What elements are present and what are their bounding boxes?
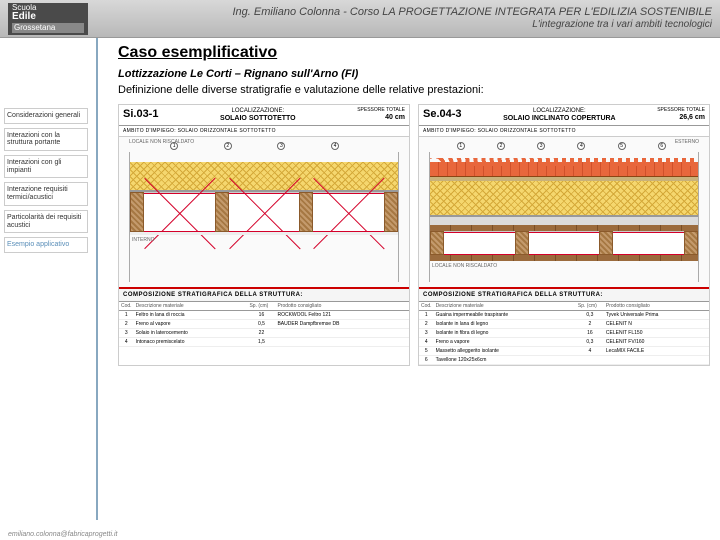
cross-section-right: ESTERNO 1 2 3 4 5 6	[419, 137, 709, 287]
cross-section-left: LOCALE NON RISCALDATO 1 2 3 4	[119, 137, 409, 287]
layer-marker: 3	[537, 142, 545, 150]
layer-wool	[130, 162, 398, 190]
layer-marker: 3	[277, 142, 285, 150]
table-row: 3Isolante in fibra di legno16CELENIT FL1…	[419, 329, 709, 338]
layer-marker: 4	[331, 142, 339, 150]
header-title: Ing. Emiliano Colonna - Corso LA PROGETT…	[232, 6, 712, 31]
layer-marker: 2	[497, 142, 505, 150]
diagram-location: LOCALIZZAZIONE: SOLAIO SOTTOTETTO	[158, 108, 357, 122]
diagram-thickness: SPESSORE TOTALE 26,6 cm	[657, 108, 705, 122]
header-bar: Scuola Edile Grossetana Ing. Emiliano Co…	[0, 0, 720, 38]
layer-marker: 4	[577, 142, 585, 150]
table-row: 1Guaina impermeabile traspirante0,3Tyvek…	[419, 311, 709, 320]
sidebar-item[interactable]: Interazioni con la struttura portante	[4, 128, 88, 151]
table-row: 4Intonaco premiscelato1,5	[119, 338, 409, 347]
sidebar-item[interactable]: Particolarità dei requisiti acustici	[4, 210, 88, 233]
diagram-ambit: AMBITO D'IMPIEGO: SOLAIO ORIZZONTALE SOT…	[419, 126, 709, 137]
table-row: 2Isolante in lana di legno2CELENIT N	[419, 320, 709, 329]
composition-title: COMPOSIZIONE STRATIGRAFICA DELLA STRUTTU…	[119, 287, 409, 302]
composition-table: Cod. Descrizione materiale Sp. (cm) Prod…	[119, 302, 409, 347]
layer-marker: 1	[170, 142, 178, 150]
diagram-ambit: AMBITO D'IMPIEGO: SOLAIO ORIZZONTALE SOT…	[119, 126, 409, 137]
section-top-label: LOCALE NON RISCALDATO	[129, 139, 194, 145]
sidebar-item[interactable]: Considerazioni generali	[4, 108, 88, 124]
table-row: 2Freno al vapore0,5BAUDER Dampfbremse DB	[119, 320, 409, 329]
table-row: 3Solaio in laterocemento22	[119, 329, 409, 338]
composition-table: Cod. Descrizione materiale Sp. (cm) Prod…	[419, 302, 709, 365]
content-area: Caso esemplificativo Lottizzazione Le Co…	[96, 38, 720, 520]
diagrams-row: Si.03-1 LOCALIZZAZIONE: SOLAIO SOTTOTETT…	[118, 104, 710, 366]
sidebar-item[interactable]: Interazioni con gli impianti	[4, 155, 88, 178]
logo-line2: Edile	[12, 12, 84, 22]
table-row: 6Tavellone 120x25x6cm	[419, 356, 709, 365]
diagram-left: Si.03-1 LOCALIZZAZIONE: SOLAIO SOTTOTETT…	[118, 104, 410, 366]
table-row: 4Freno a vapore0,3CELENIT FV/160	[419, 338, 709, 347]
logo-line3: Grossetana	[12, 23, 84, 33]
page-heading: Caso esemplificativo	[118, 44, 710, 62]
layer-marker: 5	[618, 142, 626, 150]
diagram-right: Se.04-3 LOCALIZZAZIONE: SOLAIO INCLINATO…	[418, 104, 710, 366]
layer-slab	[130, 192, 398, 232]
layer-tiles	[430, 162, 698, 176]
table-row: 1Feltro in lana di roccia16ROCKWOOL Felt…	[119, 311, 409, 320]
layer-fiber	[430, 181, 698, 215]
footer-email: emiliano.colonna@fabricaprogetti.it	[8, 531, 117, 538]
logo: Scuola Edile Grossetana	[8, 3, 88, 35]
section-bottom-label: LOCALE NON RISCALDATO	[430, 261, 698, 269]
layer-marker: 1	[457, 142, 465, 150]
sidebar-item-active[interactable]: Esempio applicativo	[4, 237, 88, 253]
layer-void	[430, 231, 698, 255]
sidebar: Considerazioni generali Interazioni con …	[0, 38, 92, 520]
diagram-code: Se.04-3	[423, 108, 462, 122]
composition-title: COMPOSIZIONE STRATIGRAFICA DELLA STRUTTU…	[419, 287, 709, 302]
table-row: 5Massetto alleggerito isolante4LecaMIX F…	[419, 347, 709, 356]
layer-screed	[430, 217, 698, 225]
diagram-location: LOCALIZZAZIONE: SOLAIO INCLINATO COPERTU…	[462, 108, 658, 122]
header-title-2: L'integrazione tra i vari ambiti tecnolo…	[232, 19, 712, 31]
diagram-thickness: SPESSORE TOTALE 40 cm	[357, 108, 405, 122]
page-subheading: Lottizzazione Le Corti – Rignano sull'Ar…	[118, 68, 710, 80]
sidebar-item[interactable]: Interazione requisiti termici/acustici	[4, 182, 88, 205]
page-description: Definizione delle diverse stratigrafie e…	[118, 84, 710, 96]
section-bottom-label: INTERNO	[130, 235, 398, 243]
diagram-code: Si.03-1	[123, 108, 158, 122]
layer-marker: 2	[224, 142, 232, 150]
header-title-1: Ing. Emiliano Colonna - Corso LA PROGETT…	[232, 6, 712, 19]
layer-marker: 6	[658, 142, 666, 150]
section-top-label: ESTERNO	[675, 139, 699, 145]
